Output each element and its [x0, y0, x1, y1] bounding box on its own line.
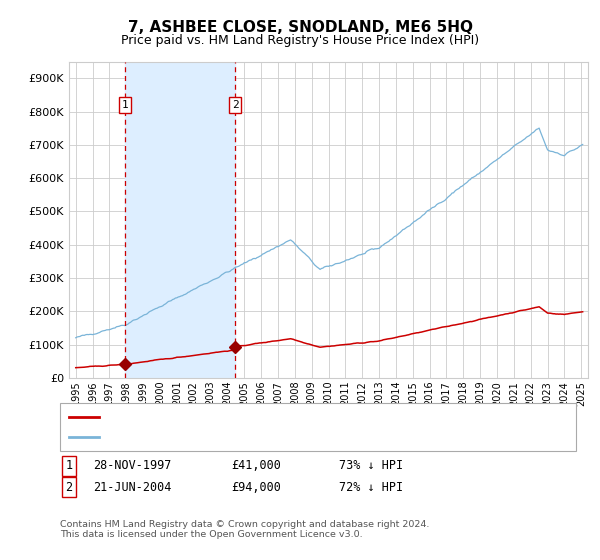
Text: 7, ASHBEE CLOSE, SNODLAND, ME6 5HQ (detached house): 7, ASHBEE CLOSE, SNODLAND, ME6 5HQ (deta…	[105, 412, 435, 422]
Text: 21-JUN-2004: 21-JUN-2004	[93, 480, 172, 494]
Text: 1: 1	[65, 459, 73, 473]
Text: Price paid vs. HM Land Registry's House Price Index (HPI): Price paid vs. HM Land Registry's House …	[121, 34, 479, 46]
Text: 2: 2	[65, 480, 73, 494]
Bar	[125, 62, 235, 378]
Text: 7, ASHBEE CLOSE, SNODLAND, ME6 5HQ: 7, ASHBEE CLOSE, SNODLAND, ME6 5HQ	[128, 20, 473, 35]
Text: Contains HM Land Registry data © Crown copyright and database right 2024.
This d: Contains HM Land Registry data © Crown c…	[60, 520, 430, 539]
Text: 1: 1	[121, 100, 128, 110]
Text: 28-NOV-1997: 28-NOV-1997	[93, 459, 172, 473]
Text: HPI: Average price, detached house, Tonbridge and Malling: HPI: Average price, detached house, Tonb…	[105, 432, 434, 442]
Text: 73% ↓ HPI: 73% ↓ HPI	[339, 459, 403, 473]
Text: £41,000: £41,000	[231, 459, 281, 473]
Text: £94,000: £94,000	[231, 480, 281, 494]
Text: 72% ↓ HPI: 72% ↓ HPI	[339, 480, 403, 494]
Text: 2: 2	[232, 100, 239, 110]
